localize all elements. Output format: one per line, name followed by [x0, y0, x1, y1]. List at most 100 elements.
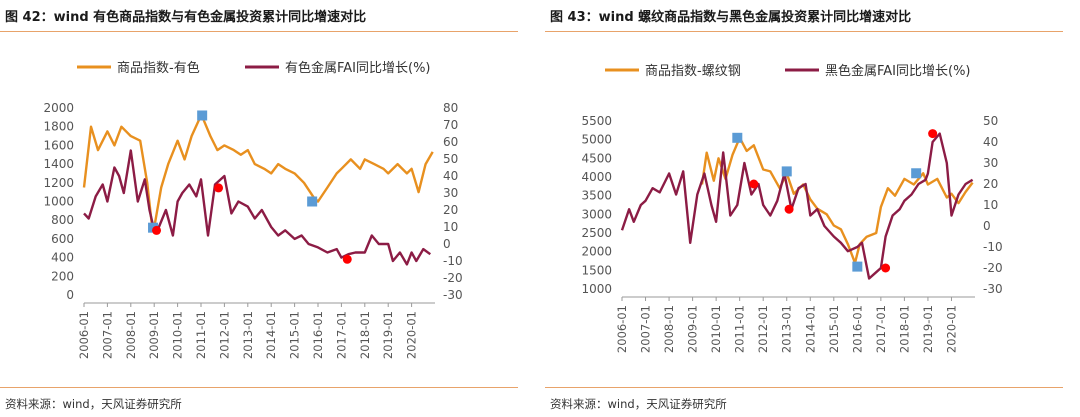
fai-series-line: [83, 149, 432, 266]
left-axis-tick-label: 1400: [43, 157, 74, 171]
square-marker: [852, 261, 863, 272]
right-axis-tick-label: 10: [983, 198, 998, 212]
index-series-line: [700, 136, 974, 265]
x-axis-tick-label: 2009-01: [147, 311, 161, 359]
x-axis-tick-label: 2015-01: [827, 305, 841, 353]
x-axis-tick-label: 2014-01: [803, 305, 817, 353]
left-axis-tick-label: 1600: [43, 138, 74, 152]
x-axis-tick-label: 2017-01: [874, 305, 888, 353]
x-axis-tick-label: 2015-01: [288, 311, 302, 359]
x-axis-tick-label: 2020-01: [944, 305, 958, 353]
circle-marker: [214, 183, 224, 193]
source-note: 资料来源：wind，天风证券研究所: [550, 397, 727, 411]
left-axis-tick-label: 4000: [581, 170, 612, 184]
left-axis-tick-label: 5500: [581, 114, 612, 128]
circle-marker: [749, 179, 759, 189]
right-axis-tick-label: 50: [443, 152, 458, 166]
square-marker: [911, 168, 922, 179]
right-axis-tick-label: 0: [443, 237, 451, 251]
circle-marker: [152, 225, 162, 235]
x-axis-tick-label: 2008-01: [662, 305, 676, 353]
left-axis-tick-label: 400: [51, 251, 74, 265]
right-axis-tick-label: -20: [443, 271, 463, 285]
square-marker: [307, 196, 318, 207]
right-axis-tick-label: 70: [443, 118, 458, 132]
left-axis-tick-label: 1800: [43, 120, 74, 134]
left-axis-tick-label: 3500: [581, 189, 612, 203]
title-divider: [0, 31, 518, 32]
fai-series-line: [620, 132, 974, 280]
x-axis-tick-label: 2012-01: [756, 305, 770, 353]
x-axis-tick-label: 2017-01: [334, 311, 348, 359]
figure-43: 图 43：wind 螺纹商品指数与黑色金属投资累计同比增速对比 1000 1500…: [545, 0, 1075, 417]
x-axis-tick-label: 2013-01: [241, 311, 255, 359]
x-axis-tick-label: 2019-01: [921, 305, 935, 353]
right-axis-tick-label: 80: [443, 101, 458, 115]
x-axis-tick-label: 2019-01: [381, 311, 395, 359]
chart-43: 1000 1500 2000 2500 3000 3500 4000 4500 5000 5500…: [581, 63, 1003, 353]
right-axis-tick-label: -30: [443, 288, 463, 302]
x-axis-tick-label: 2008-01: [124, 311, 138, 359]
right-axis-tick-label: 10: [443, 220, 458, 234]
left-axis-tick-label: 2500: [581, 226, 612, 240]
source-note: 资料来源：wind，天风证券研究所: [5, 397, 182, 411]
right-axis-tick-label: 0: [983, 219, 991, 233]
figure-title: 图 42：wind 有色商品指数与有色金属投资累计同比增速对比: [5, 10, 367, 25]
right-axis-tick-label: 40: [983, 135, 998, 149]
figure-42: 图 42：wind 有色商品指数与有色金属投资累计同比增速对比 0 200 400 6…: [0, 0, 530, 417]
x-axis-tick-label: 2016-01: [850, 305, 864, 353]
circle-marker: [881, 263, 891, 273]
right-axis-tick-label: 20: [443, 203, 458, 217]
right-axis-tick-label: -30: [983, 282, 1003, 296]
x-axis-tick-label: 2018-01: [358, 311, 372, 359]
right-axis-tick-label: 50: [983, 114, 998, 128]
right-axis-tick-label: 40: [443, 169, 458, 183]
x-axis-tick-label: 2009-01: [686, 305, 700, 353]
legend-index-label: 商品指数-螺纹钢: [645, 64, 741, 79]
left-axis-tick-label: 3000: [581, 207, 612, 221]
left-axis-tick-label: 1500: [581, 263, 612, 277]
x-axis-tick-label: 2010-01: [171, 311, 185, 359]
left-axis-tick-label: 0: [66, 288, 74, 302]
left-axis-tick-label: 200: [51, 269, 74, 283]
legend-index-label: 商品指数-有色: [117, 60, 200, 76]
x-axis-tick-label: 2006-01: [615, 305, 629, 353]
left-axis-tick-label: 2000: [43, 101, 74, 115]
circle-marker: [342, 254, 352, 264]
circle-marker: [928, 129, 938, 139]
figure-title: 图 43：wind 螺纹商品指数与黑色金属投资累计同比增速对比: [550, 10, 912, 25]
circle-marker: [784, 204, 794, 214]
x-axis-tick-label: 2012-01: [217, 311, 231, 359]
square-marker: [781, 166, 792, 177]
x-axis-tick-label: 2007-01: [639, 305, 653, 353]
legend-fai-label: 有色金属FAI同比增长(%): [285, 60, 431, 76]
left-axis-tick-label: 1000: [581, 282, 612, 296]
x-axis-tick-label: 2018-01: [897, 305, 911, 353]
right-axis-tick-label: 20: [983, 177, 998, 191]
legend-fai-label: 黑色金属FAI同比增长(%): [825, 63, 971, 79]
right-axis-tick-label: -10: [443, 254, 463, 268]
title-divider: [545, 31, 1063, 32]
x-axis-tick-label: 2014-01: [264, 311, 278, 359]
left-axis-tick-label: 5000: [581, 133, 612, 147]
right-axis-tick-label: -10: [983, 240, 1003, 254]
left-axis-tick-label: 1200: [43, 176, 74, 190]
source-divider: [545, 387, 1063, 388]
square-marker: [732, 132, 743, 143]
x-axis-tick-label: 2020-01: [405, 311, 419, 359]
x-axis-tick-label: 2006-01: [77, 311, 91, 359]
left-axis-tick-label: 800: [51, 213, 74, 227]
left-axis-tick-label: 4500: [581, 151, 612, 165]
square-marker: [197, 110, 208, 121]
right-axis-tick-label: 30: [443, 186, 458, 200]
x-axis-tick-label: 2016-01: [311, 311, 325, 359]
x-axis-tick-label: 2011-01: [733, 305, 747, 353]
x-axis-tick-label: 2007-01: [100, 311, 114, 359]
left-axis-tick-label: 600: [51, 232, 74, 246]
x-axis-tick-label: 2010-01: [709, 305, 723, 353]
chart-42: 0200400600800100012001400160018002000-30…: [43, 60, 463, 359]
right-axis-tick-label: -20: [983, 261, 1003, 275]
right-axis-tick-label: 30: [983, 156, 998, 170]
index-series-line: [82, 114, 434, 229]
x-axis-tick-label: 2013-01: [780, 305, 794, 353]
